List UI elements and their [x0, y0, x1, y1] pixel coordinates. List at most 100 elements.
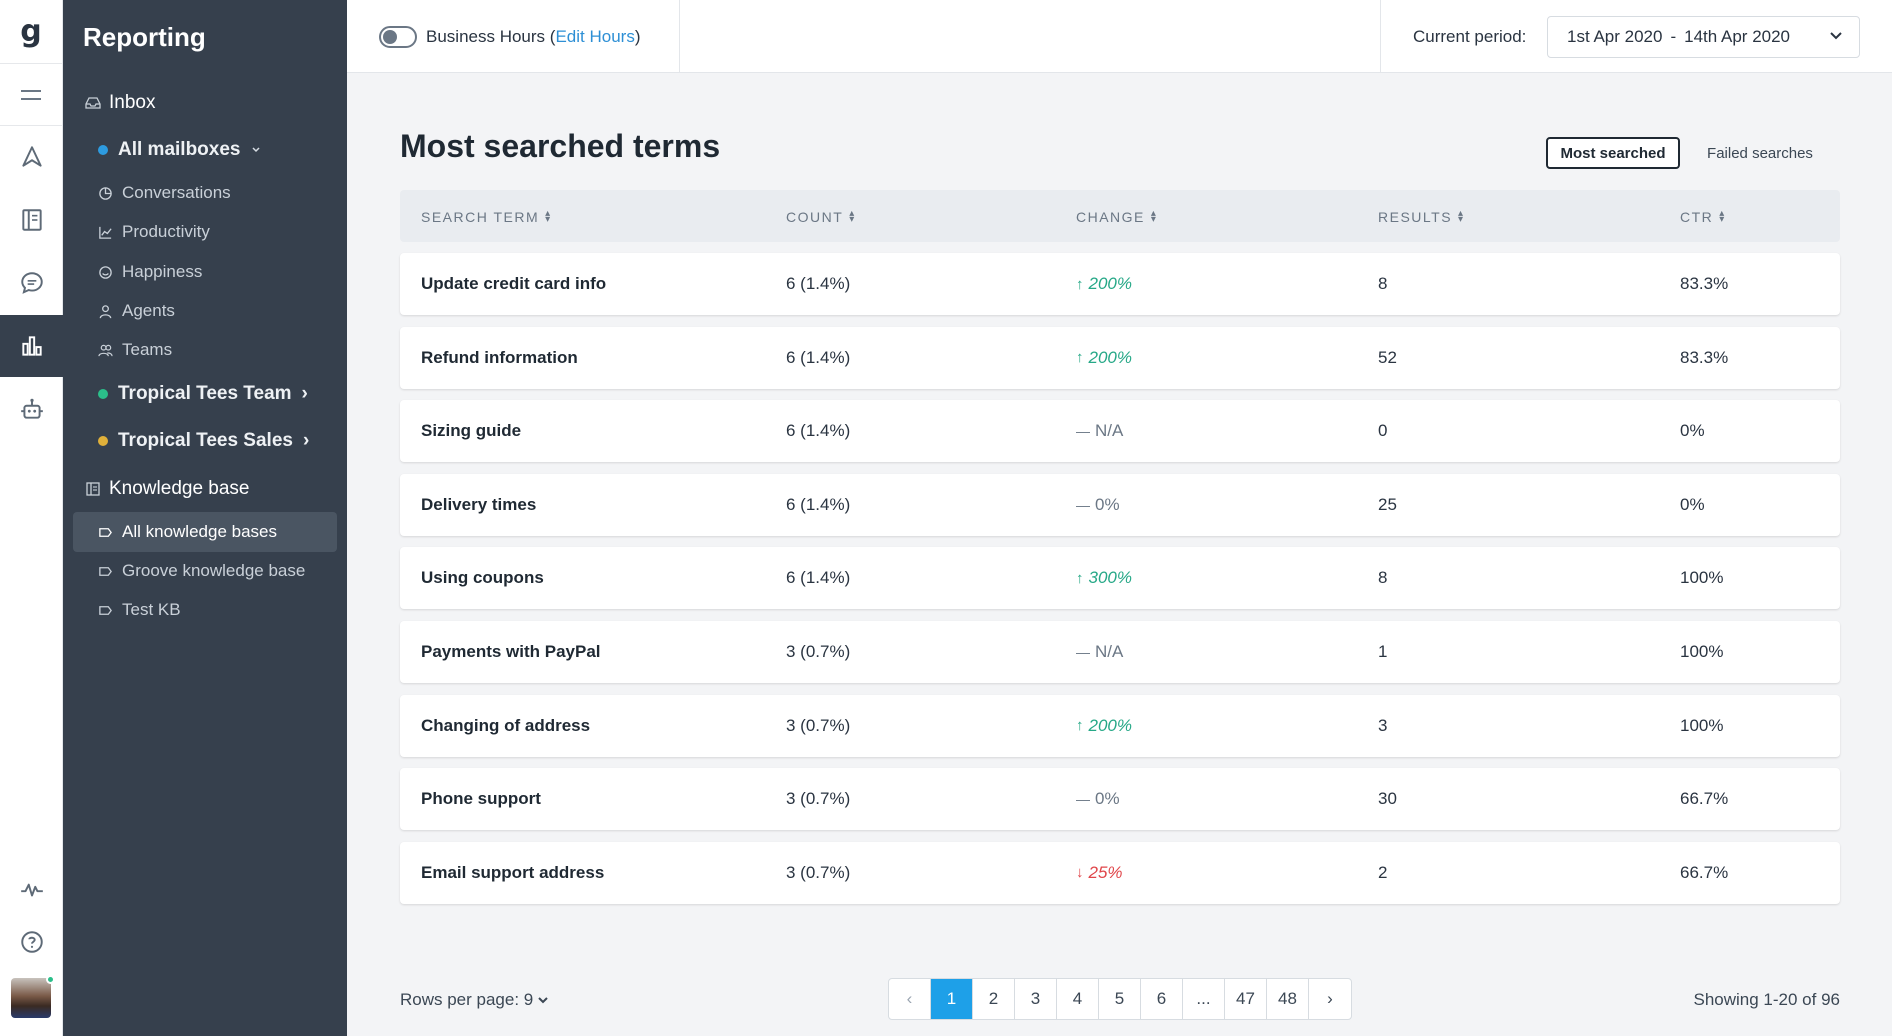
sidebar-item-all-mailboxes[interactable]: All mailboxes [98, 139, 261, 161]
sidebar-item-tropical-tees-team[interactable]: Tropical Tees Team › [98, 383, 308, 405]
column-header-search-term[interactable]: SEARCH TERM ▴ ▾ [421, 208, 552, 226]
search-term-cell: Refund information [421, 347, 578, 367]
rows-per-page-select[interactable]: Rows per page: 9 [400, 990, 549, 1010]
sidebar-item-all-knowledge-bases[interactable]: All knowledge bases [73, 512, 337, 552]
edit-hours-link[interactable]: Edit Hours [555, 27, 635, 46]
search-term-cell: Delivery times [421, 494, 537, 514]
chevron-down-icon [538, 997, 548, 1004]
sidebar-item-agents[interactable]: Agents [73, 291, 337, 331]
change-value: 200% [1088, 274, 1132, 293]
sidebar-section-inbox[interactable]: Inbox [85, 92, 155, 114]
change-value: 300% [1088, 568, 1132, 588]
search-term-cell: Email support address [421, 862, 605, 882]
change-value: 200% [1088, 715, 1132, 735]
change-cell: — N/A [1076, 642, 1123, 662]
column-header-change[interactable]: CHANGE ▴ ▾ [1076, 208, 1158, 226]
change-cell: — 0% [1076, 495, 1120, 515]
sidebar-item-groove-knowledge-base[interactable]: Groove knowledge base [73, 551, 337, 591]
change-cell: ↓ 25% [1076, 863, 1123, 883]
chevron-left-icon[interactable]: ‹ [889, 979, 931, 1019]
book-icon[interactable] [0, 189, 63, 251]
groove-logo[interactable]: g [0, 0, 62, 64]
table-row[interactable]: Phone support 3 (0.7%) — 0% 30 66.7% [400, 768, 1840, 831]
sidebar-item-teams[interactable]: Teams [73, 330, 337, 370]
page-button[interactable]: 3 [1015, 979, 1057, 1019]
page-button[interactable]: 5 [1099, 979, 1141, 1019]
table-row[interactable]: Refund information 6 (1.4%) ↑ 200% 52 83.3% [400, 326, 1840, 389]
page-title: Most searched terms [400, 128, 721, 164]
page-button[interactable]: 48 [1267, 979, 1309, 1019]
sort-icon: ▴ ▾ [545, 208, 552, 225]
sort-icon: ▴ ▾ [849, 208, 856, 225]
table-row[interactable]: Delivery times 6 (1.4%) — 0% 25 0% [400, 473, 1840, 536]
tag-icon [99, 566, 112, 576]
help-icon[interactable] [0, 911, 63, 973]
sidebar-item-tropical-tees-sales[interactable]: Tropical Tees Sales › [98, 430, 309, 452]
reporting-icon[interactable] [0, 315, 63, 377]
change-cell: ↑ 300% [1076, 568, 1132, 588]
sort-icon: ▴ ▾ [1458, 208, 1465, 225]
table-header: SEARCH TERM ▴ ▾ COUNT ▴ ▾ CHANGE ▴ ▾ RESULTS ▴ ▾… [400, 190, 1840, 242]
tab-most-searched[interactable]: Most searched [1546, 137, 1680, 169]
robot-icon[interactable] [0, 378, 63, 440]
business-hours-toggle[interactable] [379, 26, 417, 48]
sidebar-item-test-kb[interactable]: Test KB [73, 590, 337, 630]
send-icon[interactable] [0, 126, 63, 188]
arrow-up-icon: ↑ [1076, 717, 1084, 735]
inbox-icon [85, 97, 101, 109]
chevron-right-icon: › [302, 430, 310, 451]
sidebar-item-conversations[interactable]: Conversations [73, 173, 337, 213]
column-header-results[interactable]: RESULTS ▴ ▾ [1378, 208, 1465, 226]
top-bar: Business Hours (Edit Hours) Current peri… [347, 0, 1892, 73]
page-button[interactable]: 4 [1057, 979, 1099, 1019]
column-header-ctr[interactable]: CTR ▴ ▾ [1680, 208, 1726, 226]
column-header-count[interactable]: COUNT ▴ ▾ [786, 208, 856, 226]
search-term-cell: Sizing guide [421, 421, 522, 441]
search-term-cell: Changing of address [421, 715, 591, 735]
page-button[interactable]: 1 [931, 979, 973, 1019]
tab-failed-searches[interactable]: Failed searches [1707, 144, 1813, 162]
table-row[interactable]: Payments with PayPal 3 (0.7%) — N/A 1 100% [400, 621, 1840, 683]
sidebar-item-productivity[interactable]: Productivity [73, 212, 337, 252]
conversations-icon [99, 186, 112, 200]
table-row[interactable]: Update credit card info 6 (1.4%) ↑ 200% 8 83.… [400, 253, 1840, 315]
sidebar-item-happiness[interactable]: Happiness [73, 252, 337, 292]
count-cell: 6 (1.4%) [786, 568, 851, 588]
page-button[interactable]: 47 [1225, 979, 1267, 1019]
page-button[interactable]: 2 [973, 979, 1015, 1019]
showing-count: Showing 1-20 of 96 [1693, 990, 1841, 1009]
change-value: N/A [1095, 421, 1124, 441]
ctr-cell: 100% [1680, 642, 1724, 661]
table-row[interactable]: Using coupons 6 (1.4%) ↑ 300% 8 100% [400, 547, 1840, 610]
change-cell: — N/A [1076, 421, 1123, 441]
search-term-cell: Payments with PayPal [421, 642, 601, 661]
dash-icon: — [1076, 644, 1090, 660]
arrow-down-icon: ↓ [1076, 864, 1084, 882]
ctr-cell: 100% [1680, 715, 1724, 735]
chat-icon[interactable] [0, 252, 63, 314]
current-period-label: Current period: [1413, 27, 1527, 46]
change-value: 0% [1095, 494, 1120, 514]
line-chart-icon [99, 226, 112, 239]
ctr-cell: 0% [1680, 494, 1705, 514]
table-row[interactable]: Sizing guide 6 (1.4%) — N/A 0 0% [400, 400, 1840, 463]
period-dropdown[interactable]: 1st Apr 2020 - 14th Apr 2020 [1547, 16, 1860, 58]
chevron-right-icon[interactable]: › [1327, 989, 1333, 1008]
ctr-cell: 66.7% [1680, 862, 1729, 882]
arrow-up-icon: ↑ [1076, 569, 1084, 587]
results-cell: 25 [1378, 494, 1397, 514]
search-term-cell: Phone support [421, 789, 541, 809]
page-button[interactable]: 6 [1141, 979, 1183, 1019]
pagination: ‹ 1 2 3 4 5 6... 47 48 › [888, 978, 1352, 1020]
sidebar-section-knowledge-base[interactable]: Knowledge base [85, 478, 250, 500]
table-row[interactable]: Email support address 3 (0.7%) ↓ 25% 2 66.7% [400, 841, 1840, 904]
avatar[interactable] [11, 975, 55, 1018]
search-term-cell: Using coupons [421, 568, 544, 588]
activity-icon[interactable] [0, 858, 63, 920]
arrow-up-icon: ↑ [1076, 349, 1084, 367]
count-cell: 6 (1.4%) [786, 274, 851, 293]
chevron-right-icon: › [301, 383, 308, 404]
table-row[interactable]: Changing of address 3 (0.7%) ↑ 200% 3 100% [400, 694, 1840, 757]
menu-icon[interactable] [0, 64, 62, 126]
chevron-down-icon [1830, 32, 1842, 40]
